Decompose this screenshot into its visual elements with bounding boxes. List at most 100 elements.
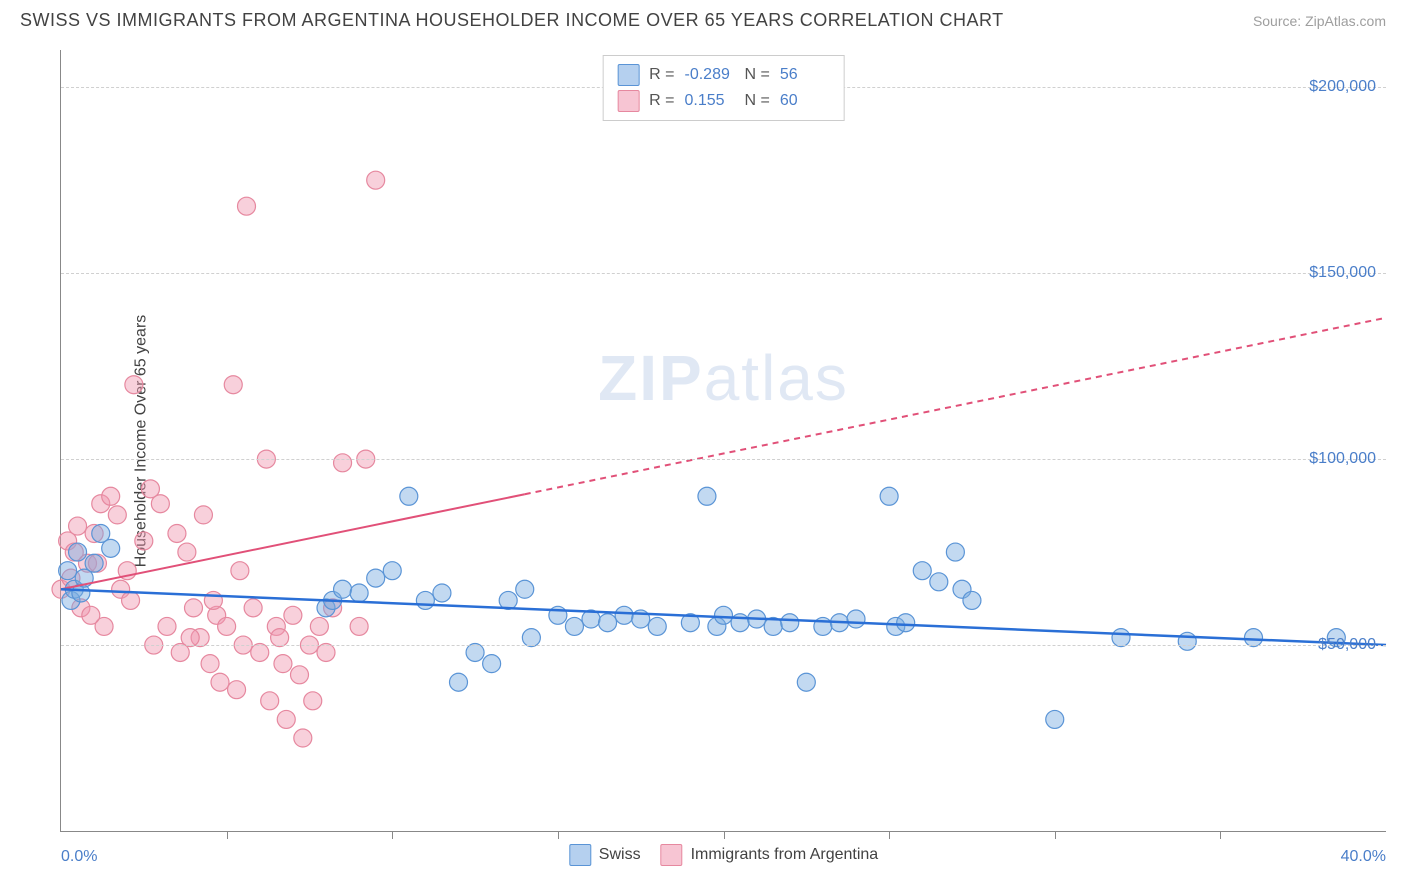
data-point <box>483 655 501 673</box>
legend-series: Swiss Immigrants from Argentina <box>569 844 878 866</box>
data-point <box>228 681 246 699</box>
n-value-argentina: 60 <box>780 92 830 110</box>
data-point <box>400 487 418 505</box>
x-tick <box>1055 831 1056 839</box>
data-point <box>201 655 219 673</box>
data-point <box>1046 710 1064 728</box>
data-point <box>698 487 716 505</box>
data-point <box>151 495 169 513</box>
data-point <box>251 643 269 661</box>
data-point <box>125 376 143 394</box>
data-point <box>334 454 352 472</box>
chart-header: SWISS VS IMMIGRANTS FROM ARGENTINA HOUSE… <box>0 0 1406 36</box>
legend-label-swiss: Swiss <box>599 846 641 864</box>
data-point <box>847 610 865 628</box>
x-tick <box>1220 831 1221 839</box>
y-tick-label: $200,000 <box>1309 78 1376 96</box>
data-point <box>261 692 279 710</box>
data-point <box>304 692 322 710</box>
data-point <box>211 673 229 691</box>
data-point <box>648 617 666 635</box>
plot-svg <box>61 50 1386 831</box>
data-point <box>565 617 583 635</box>
n-label-swiss: N = <box>745 66 770 84</box>
legend-stats: R = -0.289 N = 56 R = 0.155 N = 60 <box>602 55 845 121</box>
x-tick <box>889 831 890 839</box>
data-point <box>946 543 964 561</box>
data-point <box>416 591 434 609</box>
trend-line <box>61 589 1386 645</box>
trend-line-dashed <box>525 318 1386 494</box>
data-point <box>69 543 87 561</box>
data-point <box>82 606 100 624</box>
n-label-argentina: N = <box>745 92 770 110</box>
n-value-swiss: 56 <box>780 66 830 84</box>
data-point <box>59 562 77 580</box>
data-point <box>450 673 468 691</box>
data-point <box>1178 632 1196 650</box>
data-point <box>350 584 368 602</box>
x-tick <box>392 831 393 839</box>
legend-stats-row-argentina: R = 0.155 N = 60 <box>617 88 830 114</box>
data-point <box>218 617 236 635</box>
chart-title: SWISS VS IMMIGRANTS FROM ARGENTINA HOUSE… <box>20 10 1004 31</box>
data-point <box>204 591 222 609</box>
plot-area: ZIPatlas R = -0.289 N = 56 R = 0.155 N =… <box>60 50 1386 832</box>
data-point <box>231 562 249 580</box>
data-point <box>294 729 312 747</box>
data-point <box>224 376 242 394</box>
data-point <box>1245 629 1263 647</box>
chart-source: Source: ZipAtlas.com <box>1253 13 1386 29</box>
data-point <box>194 506 212 524</box>
data-point <box>715 606 733 624</box>
data-point <box>350 617 368 635</box>
data-point <box>310 617 328 635</box>
data-point <box>181 629 199 647</box>
r-value-argentina: 0.155 <box>685 92 735 110</box>
x-tick <box>724 831 725 839</box>
swatch-swiss <box>617 64 639 86</box>
data-point <box>102 487 120 505</box>
gridline <box>61 645 1386 646</box>
data-point <box>238 197 256 215</box>
r-label-swiss: R = <box>649 66 674 84</box>
data-point <box>158 617 176 635</box>
data-point <box>69 517 87 535</box>
data-point <box>913 562 931 580</box>
chart-container: Householder Income Over 65 years ZIPatla… <box>60 50 1386 832</box>
data-point <box>930 573 948 591</box>
data-point <box>466 643 484 661</box>
x-axis-max-label: 40.0% <box>1341 848 1386 866</box>
data-point <box>897 614 915 632</box>
r-label-argentina: R = <box>649 92 674 110</box>
y-tick-label: $50,000 <box>1318 636 1376 654</box>
data-point <box>433 584 451 602</box>
x-tick <box>227 831 228 839</box>
data-point <box>383 562 401 580</box>
y-tick-label: $150,000 <box>1309 264 1376 282</box>
data-point <box>178 543 196 561</box>
data-point <box>963 591 981 609</box>
data-point <box>277 710 295 728</box>
data-point <box>1112 629 1130 647</box>
gridline <box>61 459 1386 460</box>
data-point <box>880 487 898 505</box>
data-point <box>522 629 540 647</box>
y-tick-label: $100,000 <box>1309 450 1376 468</box>
data-point <box>291 666 309 684</box>
data-point <box>244 599 262 617</box>
data-point <box>274 655 292 673</box>
data-point <box>367 171 385 189</box>
data-point <box>516 580 534 598</box>
data-point <box>122 591 140 609</box>
data-point <box>367 569 385 587</box>
data-point <box>102 539 120 557</box>
legend-item-argentina: Immigrants from Argentina <box>661 844 879 866</box>
data-point <box>797 673 815 691</box>
data-point <box>271 629 289 647</box>
gridline <box>61 273 1386 274</box>
legend-swatch-swiss <box>569 844 591 866</box>
data-point <box>284 606 302 624</box>
data-point <box>108 506 126 524</box>
data-point <box>168 524 186 542</box>
